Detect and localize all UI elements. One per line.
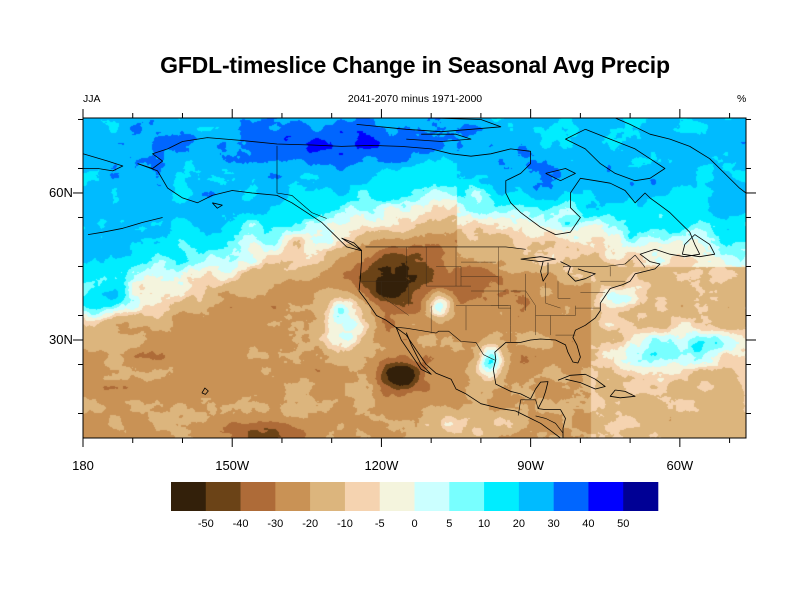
border-us-canada [365, 246, 526, 250]
colorbar-box [171, 482, 207, 511]
state-line-14 [510, 290, 536, 336]
x-tick-label: 150W [215, 458, 250, 473]
colorbar-box [275, 482, 311, 511]
colorbar-box [414, 482, 450, 511]
coast-north-america-pacific [137, 163, 561, 439]
colorbar-label: 50 [617, 518, 630, 530]
colorbar-box [344, 482, 381, 511]
colorbar-box [310, 482, 346, 511]
colorbar-box [240, 482, 276, 511]
coast-vancouver-is [341, 237, 362, 251]
coast-gulf-of-mexico [137, 137, 701, 400]
state-line-0 [361, 246, 407, 282]
coast-aleutians [87, 217, 163, 235]
border-us-canada-east [563, 254, 646, 268]
state-line-1 [381, 281, 409, 316]
coast-arctic-islands-2 [406, 133, 472, 142]
border-central-america [535, 415, 564, 434]
colorbar [171, 482, 659, 511]
y-tick-label: 30N [49, 331, 73, 347]
units-label: % [737, 93, 747, 105]
border-mexico-guatemala [517, 399, 539, 416]
colorbar-label: -30 [267, 518, 284, 530]
coast-southampton [545, 168, 576, 182]
colorbar-box [518, 482, 554, 511]
coast-arctic-islands-1 [356, 117, 502, 133]
coast-hawaii [201, 387, 209, 395]
state-line-5 [455, 246, 471, 287]
coast-great-lakes [520, 256, 556, 262]
state-line-13 [490, 305, 511, 343]
colorbar-box [379, 482, 415, 511]
state-line-16 [545, 282, 561, 309]
state-borders [361, 246, 626, 343]
state-line-17 [557, 281, 571, 299]
border-alaska-canada [276, 145, 327, 219]
coast-hispaniola [609, 389, 636, 399]
colorbar-box [449, 482, 485, 511]
colorbar-box [205, 482, 241, 511]
axis-ticks [73, 109, 756, 447]
colorbar-box [553, 482, 589, 511]
period-label: 2041-2070 minus 1971-2000 [347, 93, 483, 105]
coast-baffin [565, 128, 666, 182]
colorbar-label: -40 [232, 518, 249, 530]
border-us-mexico [395, 326, 495, 361]
colorbar-label: 20 [512, 518, 525, 530]
coast-cuba [557, 373, 606, 390]
plot-title: GFDL-timeslice Change in Seasonal Avg Pr… [160, 52, 670, 78]
coast-kodiak [212, 202, 223, 209]
colorbar-label: 10 [477, 518, 491, 530]
colorbar-label: -10 [336, 518, 353, 530]
x-tick-label: 90W [517, 458, 544, 473]
political-borders [276, 145, 646, 434]
colorbar-label: -20 [302, 518, 319, 530]
colorbar-box [588, 482, 624, 511]
x-tick-label: 60W [666, 458, 694, 473]
coast-lake-michigan [540, 261, 549, 282]
colorbar-label: -50 [197, 518, 214, 530]
coast-newfoundland [681, 234, 716, 258]
coast-greenland [615, 117, 747, 194]
colorbar-box [623, 482, 659, 511]
state-line-12 [498, 246, 511, 309]
season-label: JJA [83, 93, 101, 105]
colorbar-label: 40 [582, 518, 595, 530]
coast-yucatan [530, 381, 566, 438]
x-tick-label: 120W [364, 458, 399, 473]
precip-change-field [83, 118, 746, 438]
colorbar-label: -5 [374, 518, 385, 530]
colorbar-label: 0 [411, 518, 418, 530]
coast-baja [395, 327, 432, 375]
coastlines [82, 117, 747, 439]
coast-chukotka [82, 153, 124, 172]
colorbar-label: 30 [547, 518, 560, 530]
state-line-3 [425, 246, 456, 287]
y-tick-label: 60N [49, 184, 73, 200]
map-frame [82, 117, 747, 439]
state-line-4 [436, 266, 462, 287]
state-line-18 [535, 305, 576, 316]
x-tick-label: 180 [72, 458, 94, 473]
coast-lake-huron-erie [560, 261, 596, 282]
colorbar-label: 5 [446, 518, 453, 530]
colorbar-box [484, 482, 520, 511]
